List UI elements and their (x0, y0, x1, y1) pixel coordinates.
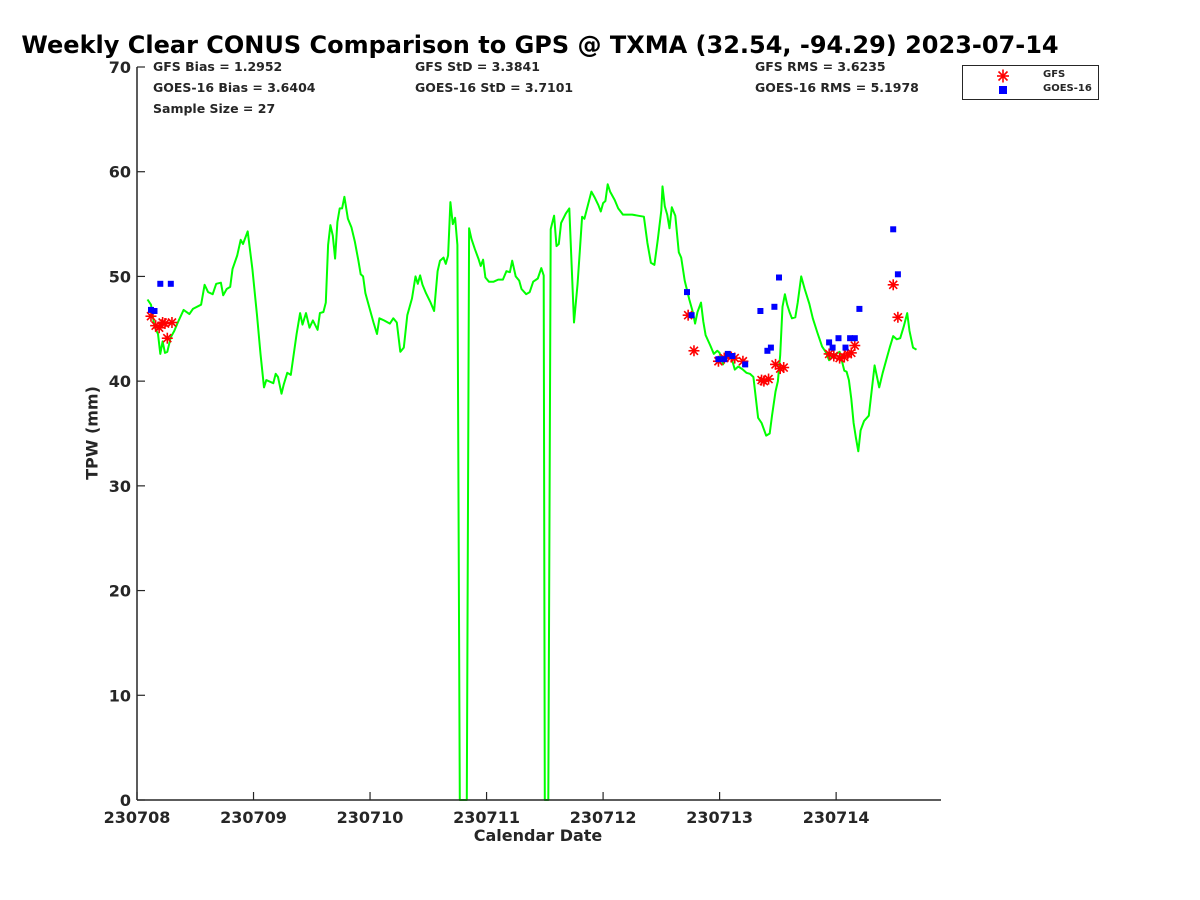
legend-label-gfs: GFS (1043, 69, 1066, 80)
sample-size-stat: Sample Size = 27 (153, 101, 276, 116)
goes16-point (167, 280, 174, 287)
goes16-point (771, 303, 778, 310)
goes16-point (776, 274, 782, 281)
axes: 0 10 20 30 40 50 60 70 230708 230709 230710 230711 2… (104, 58, 941, 827)
gfs-point (778, 362, 790, 374)
x-axis-label: Calendar Date (473, 826, 603, 845)
gfs-point (688, 345, 700, 357)
goes16-point (688, 312, 695, 319)
x-tick-label: 230714 (803, 808, 870, 827)
x-tick-label: 230708 (104, 808, 171, 827)
goes16-bias-stat: GOES-16 Bias = 3.6404 (153, 80, 316, 95)
chart-title: Weekly Clear CONUS Comparison to GPS @ T… (21, 31, 1059, 59)
gfs-point (161, 332, 173, 344)
gfs-point (887, 279, 899, 291)
gfs-std-stat: GFS StD = 3.3841 (415, 59, 540, 74)
legend: GFS GOES-16 (962, 65, 1099, 100)
gfs-series (145, 279, 904, 387)
goes16-point (721, 356, 728, 363)
goes16-point (157, 280, 164, 287)
goes16-point (715, 356, 722, 363)
y-tick-label: 0 (120, 791, 131, 810)
asterisk-icon (997, 69, 1009, 83)
gfs-rms-stat: GFS RMS = 3.6235 (755, 59, 886, 74)
gfs-point (159, 318, 171, 330)
legend-item-goes16: GOES-16 (963, 83, 1100, 97)
goes16-point (764, 347, 771, 354)
y-tick-label: 20 (109, 582, 131, 601)
y-axis-label: TPW (mm) (82, 386, 102, 480)
x-tick-label: 230711 (453, 808, 520, 827)
goes16-point (835, 335, 842, 342)
gfs-point (166, 317, 178, 329)
x-tick-label: 230713 (686, 808, 753, 827)
goes16-point (757, 308, 764, 314)
goes16-point (842, 344, 849, 351)
y-tick-label: 70 (109, 58, 131, 77)
gfs-bias-stat: GFS Bias = 1.2952 (153, 59, 283, 74)
goes16-point (742, 361, 749, 368)
y-tick-label: 50 (109, 267, 131, 286)
goes16-point (851, 335, 858, 342)
goes16-point (151, 308, 158, 314)
x-tick-label: 230710 (337, 808, 404, 827)
gfs-point (892, 311, 904, 323)
goes16-point (826, 339, 833, 346)
gps-line (146, 183, 918, 801)
goes16-point (724, 350, 731, 357)
gfs-point (763, 373, 775, 385)
gps-series (146, 183, 918, 801)
goes16-std-stat: GOES-16 StD = 3.7101 (415, 80, 574, 95)
legend-label-goes16: GOES-16 (1043, 83, 1092, 94)
x-tick-label: 230709 (220, 808, 287, 827)
gfs-point (849, 340, 861, 352)
x-tick-label: 230712 (570, 808, 637, 827)
legend-item-gfs: GFS (963, 69, 1100, 83)
goes16-point (856, 305, 863, 312)
y-tick-label: 30 (109, 477, 131, 496)
goes16-point (767, 344, 774, 351)
goes16-rms-stat: GOES-16 RMS = 5.1978 (755, 80, 919, 95)
goes16-point (894, 271, 901, 278)
square-icon (999, 86, 1007, 94)
goes16-point (684, 289, 690, 296)
y-tick-label: 40 (109, 372, 131, 391)
goes16-point (890, 226, 897, 233)
goes16-point (729, 353, 736, 359)
goes16-point (847, 335, 854, 342)
goes16-point (829, 344, 836, 351)
goes16-point (148, 306, 154, 313)
goes16-series (148, 226, 901, 368)
y-tick-label: 10 (109, 686, 131, 705)
y-tick-label: 60 (109, 163, 131, 182)
